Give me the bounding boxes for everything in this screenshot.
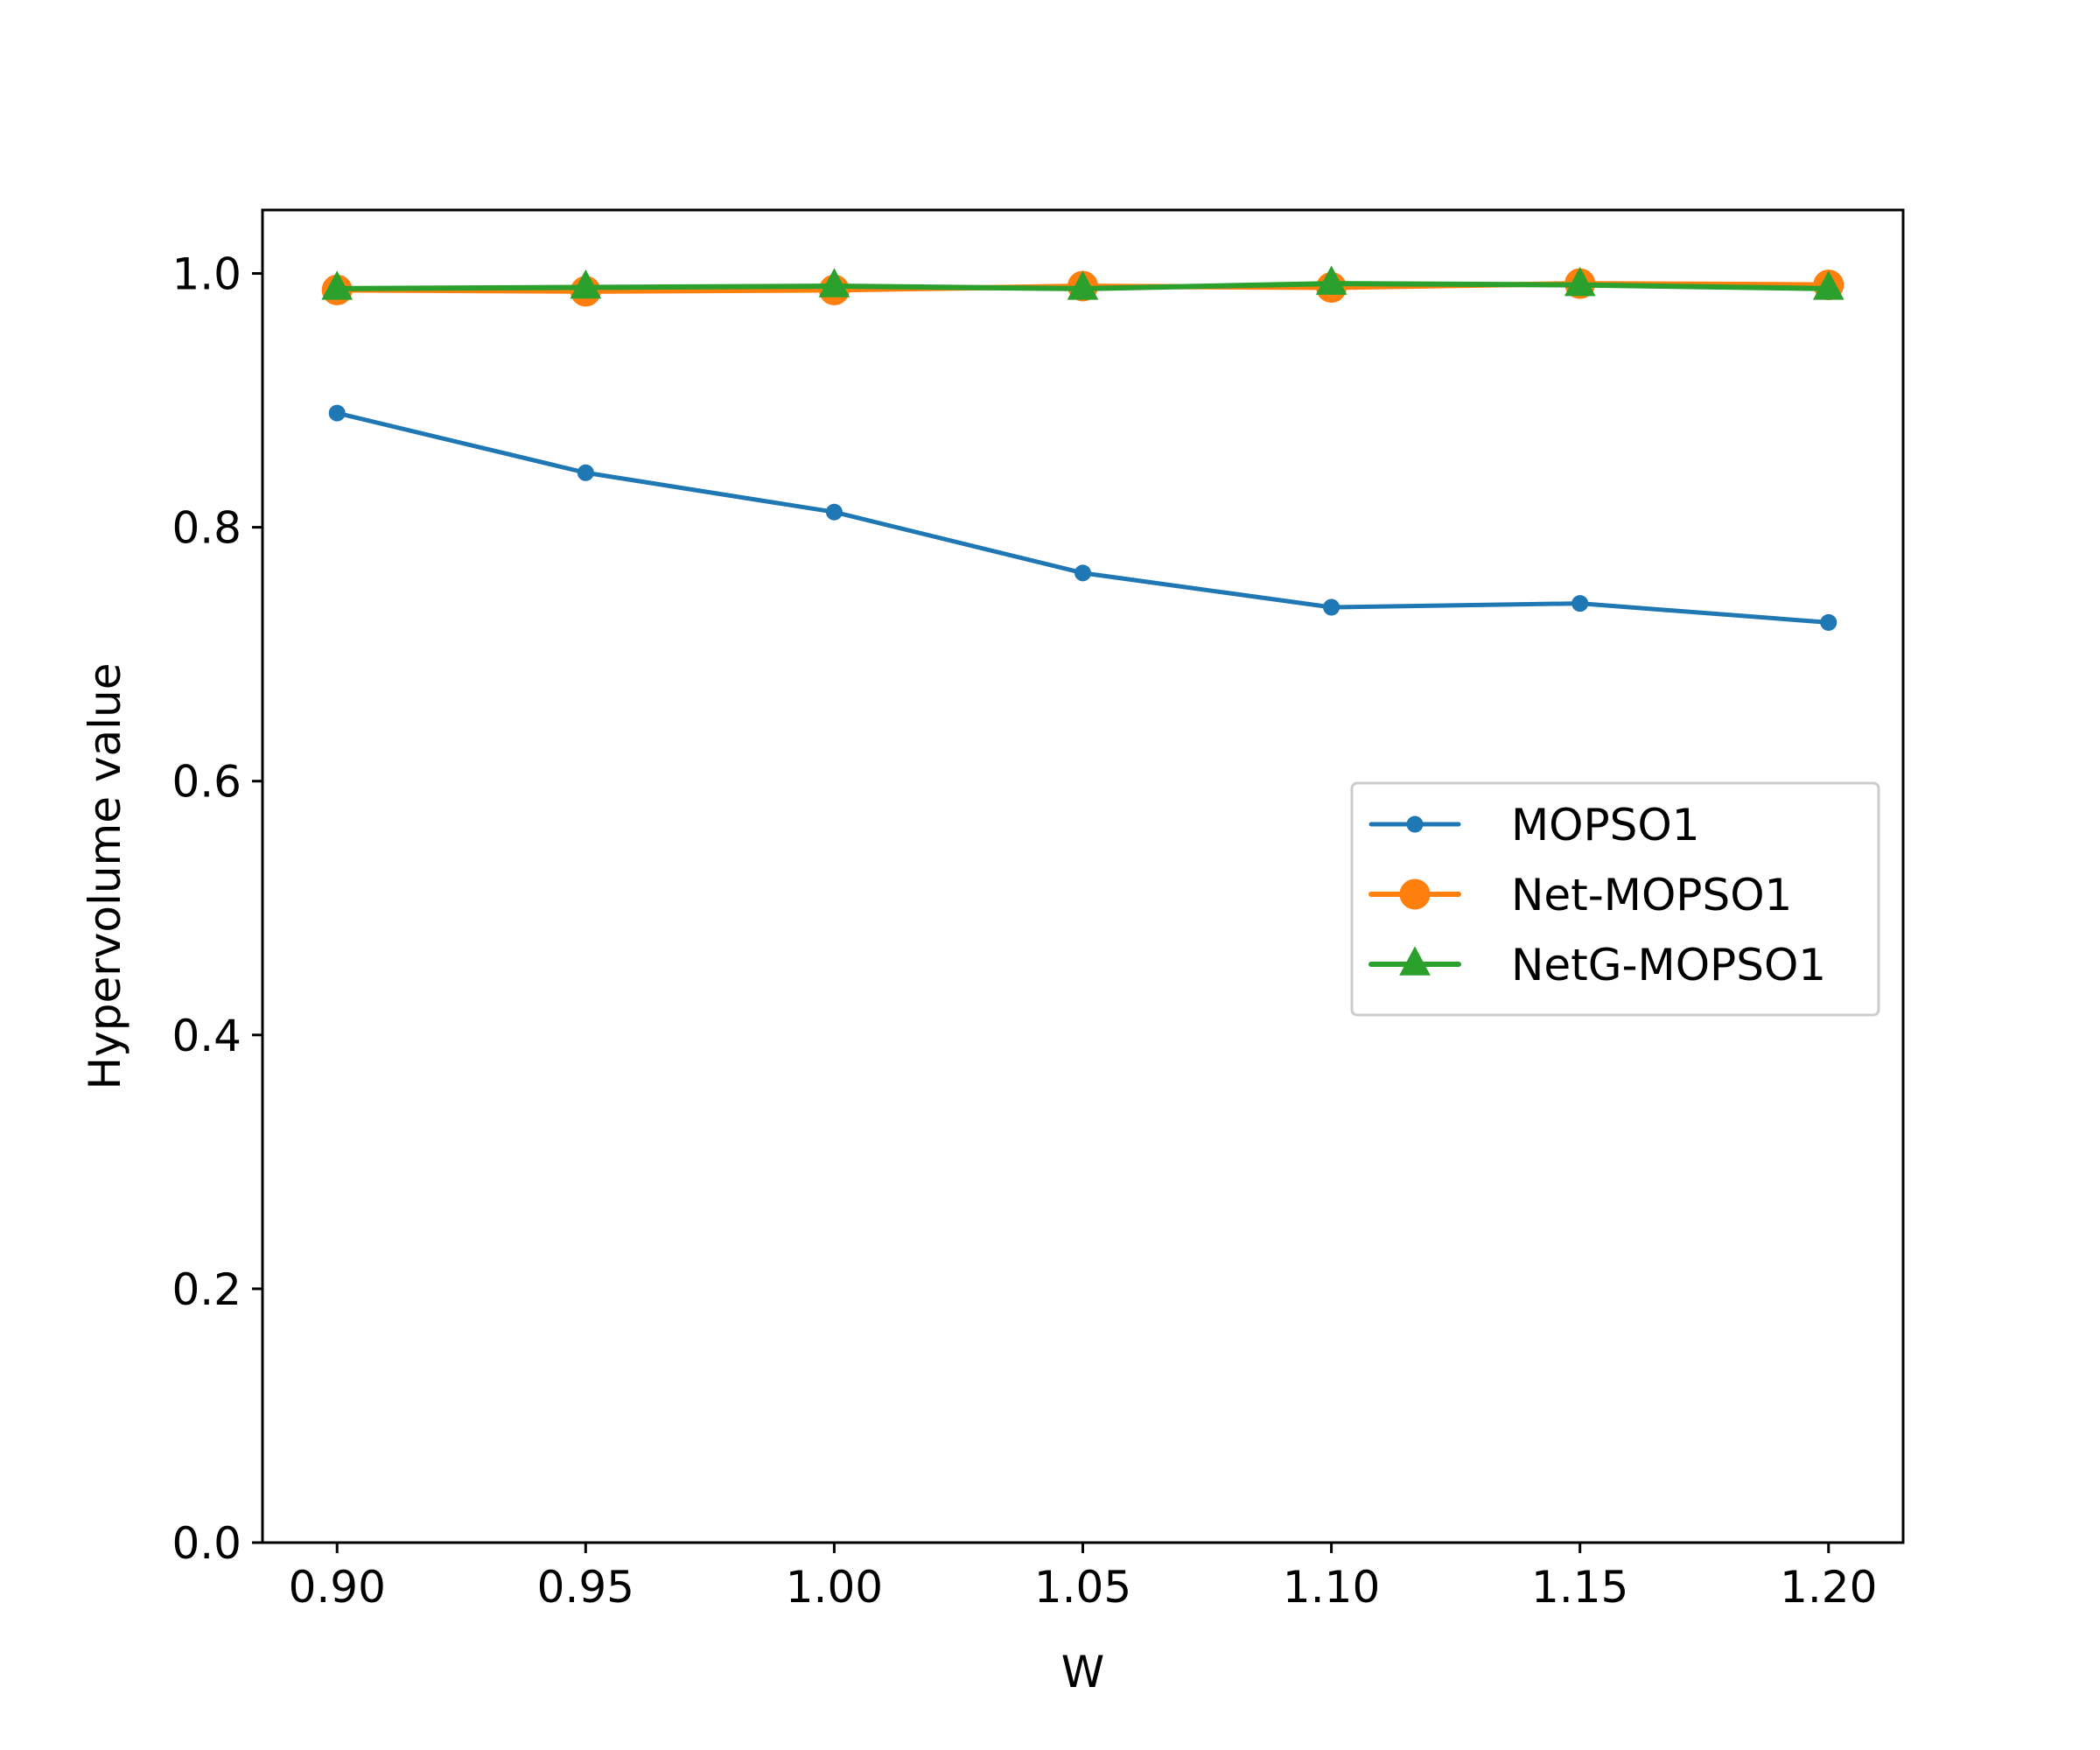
data-point-mopso1 [1323, 598, 1340, 616]
y-tick-label: 0.0 [172, 1518, 242, 1569]
series-netg-mopso1 [321, 265, 1844, 300]
x-axis-label: W [1061, 1647, 1104, 1698]
data-point-mopso1 [1572, 595, 1589, 612]
data-point-mopso1 [328, 404, 346, 422]
legend-entry-netg-mopso1: NetG-MOPSO1 [1368, 940, 1826, 990]
x-tick-label: 0.90 [289, 1562, 386, 1613]
data-point-netg-mopso1 [570, 269, 602, 299]
x-tick-label: 0.95 [537, 1562, 634, 1613]
x-tick-label: 1.10 [1283, 1562, 1380, 1613]
data-point-mopso1 [1074, 564, 1091, 582]
y-tick-label: 0.4 [172, 1011, 242, 1061]
legend-entry-mopso1: MOPSO1 [1368, 800, 1700, 850]
data-point-netg-mopso1 [1564, 266, 1596, 297]
legend-label-netg-mopso1: NetG-MOPSO1 [1511, 940, 1826, 990]
legend-marker-mopso1 [1406, 816, 1424, 833]
legend-box [1350, 781, 1880, 1017]
data-point-netg-mopso1 [1812, 270, 1844, 300]
series-mopso1 [328, 404, 1838, 631]
y-tick-label: 0.2 [172, 1264, 242, 1315]
y-tick-label: 0.6 [172, 757, 242, 808]
legend-label-net-mopso1: Net-MOPSO1 [1511, 870, 1792, 920]
data-point-mopso1 [825, 503, 843, 521]
x-tick-label: 1.05 [1034, 1562, 1131, 1613]
data-point-netg-mopso1 [321, 270, 354, 300]
data-point-netg-mopso1 [1315, 265, 1348, 295]
data-point-mopso1 [1820, 613, 1838, 631]
x-tick-label: 1.00 [786, 1562, 883, 1613]
legend-marker-netg-mopso1 [1399, 946, 1431, 976]
data-point-netg-mopso1 [818, 268, 850, 298]
data-point-netg-mopso1 [1067, 270, 1099, 300]
y-tick-label: 0.8 [172, 503, 242, 554]
legend-entry-net-mopso1: Net-MOPSO1 [1368, 870, 1792, 920]
y-axis-label: Hypervolume value [80, 663, 130, 1090]
axes-layer: 0.90 0.95 1.00 1.05 1.10 1.15 1.20 0.0 0.2 0.4 0.6… [172, 208, 1905, 1613]
legend-label-mopso1: MOPSO1 [1511, 800, 1700, 850]
y-tick-label: 1.0 [172, 249, 242, 300]
series-layer [321, 265, 1844, 631]
legend: MOPSO1 Net-MOPSO1 NetG-MOPSO1 [1350, 781, 1880, 1017]
x-tick-label: 1.20 [1780, 1562, 1877, 1613]
data-point-mopso1 [577, 464, 594, 481]
legend-marker-net-mopso1 [1399, 878, 1431, 910]
x-tick-label: 1.15 [1531, 1562, 1628, 1613]
